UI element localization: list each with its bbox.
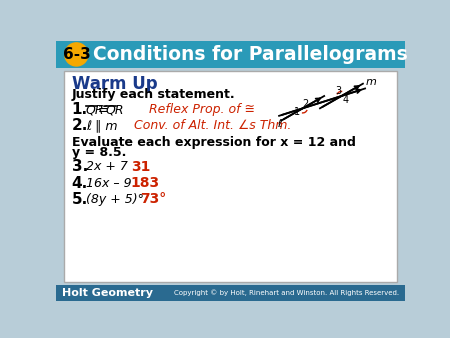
Bar xyxy=(56,67,405,68)
Text: Warm Up: Warm Up xyxy=(72,75,158,93)
Text: QR: QR xyxy=(86,103,104,116)
Bar xyxy=(56,66,405,67)
Text: 1: 1 xyxy=(294,107,300,117)
Bar xyxy=(56,45,405,46)
Text: Conditions for Parallelograms: Conditions for Parallelograms xyxy=(94,45,408,64)
Text: 16x – 9: 16x – 9 xyxy=(86,176,131,190)
Bar xyxy=(56,61,405,62)
Bar xyxy=(56,46,405,47)
Text: 73°: 73° xyxy=(140,192,166,206)
Bar xyxy=(56,63,405,64)
Bar xyxy=(56,62,405,63)
Bar xyxy=(56,65,405,66)
Text: Justify each statement.: Justify each statement. xyxy=(72,88,235,101)
Text: 183: 183 xyxy=(130,176,160,190)
Text: 2: 2 xyxy=(303,99,309,109)
Text: Reflex Prop. of ≅: Reflex Prop. of ≅ xyxy=(149,103,255,116)
Text: ℓ ∥ m: ℓ ∥ m xyxy=(86,119,117,132)
Text: Conv. of Alt. Int. ∠s Thm.: Conv. of Alt. Int. ∠s Thm. xyxy=(134,119,291,132)
Text: Holt Geometry: Holt Geometry xyxy=(63,288,153,298)
Text: 3: 3 xyxy=(335,87,342,96)
Text: 1.: 1. xyxy=(72,102,88,117)
Bar xyxy=(56,43,405,44)
Text: y = 8.5.: y = 8.5. xyxy=(72,146,126,159)
Text: 4.: 4. xyxy=(72,175,88,191)
Text: Copyright © by Holt, Rinehart and Winston. All Rights Reserved.: Copyright © by Holt, Rinehart and Winsto… xyxy=(174,290,399,296)
Text: 4: 4 xyxy=(342,95,348,105)
Text: (8y + 5)°: (8y + 5)° xyxy=(86,193,144,206)
Bar xyxy=(56,285,405,301)
Bar xyxy=(56,60,405,61)
Bar xyxy=(56,58,405,59)
Bar xyxy=(56,50,405,51)
Bar xyxy=(56,51,405,52)
Bar xyxy=(56,56,405,57)
Bar xyxy=(56,55,405,56)
Text: 3.: 3. xyxy=(72,159,88,174)
Bar xyxy=(56,44,405,45)
Bar xyxy=(56,47,405,48)
Text: 2.: 2. xyxy=(72,118,88,133)
Bar xyxy=(56,54,405,55)
Text: 31: 31 xyxy=(130,160,150,174)
Bar xyxy=(56,41,405,68)
Text: ℓ: ℓ xyxy=(277,120,282,129)
Text: ≅: ≅ xyxy=(97,103,108,116)
Bar xyxy=(56,48,405,49)
Bar xyxy=(56,57,405,58)
Bar xyxy=(56,41,405,42)
Bar xyxy=(56,64,405,65)
Text: 5.: 5. xyxy=(72,192,88,207)
Text: 6-3: 6-3 xyxy=(63,47,90,62)
Text: m: m xyxy=(365,77,376,87)
Bar xyxy=(56,59,405,60)
Bar xyxy=(56,42,405,43)
Bar xyxy=(56,49,405,50)
Text: 2x + 7: 2x + 7 xyxy=(86,160,128,173)
Circle shape xyxy=(65,43,88,66)
Text: Evaluate each expression for x = 12 and: Evaluate each expression for x = 12 and xyxy=(72,136,356,149)
Text: QR: QR xyxy=(105,103,124,116)
Bar xyxy=(56,53,405,54)
Bar xyxy=(64,71,397,282)
Bar xyxy=(56,52,405,53)
